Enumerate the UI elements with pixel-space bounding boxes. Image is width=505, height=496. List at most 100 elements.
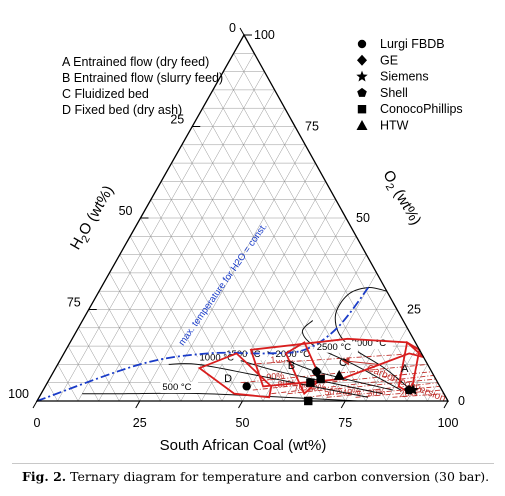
conversion-line bbox=[240, 363, 428, 384]
grid-line-coal bbox=[365, 327, 408, 402]
tick-label-o2: 25 bbox=[407, 303, 421, 317]
isotherm-label-bg bbox=[224, 349, 268, 361]
region-d-label: D bbox=[224, 373, 232, 385]
region-key: A Entrained flow (dry feed) B Entrained f… bbox=[62, 55, 223, 117]
tick-label-o2: 0 bbox=[458, 394, 465, 408]
conversion-label: 50% bbox=[324, 385, 343, 397]
tick-mark-coal bbox=[340, 400, 346, 409]
region-key-item: C Fluidized bed bbox=[62, 87, 149, 101]
tick-label-o2: 75 bbox=[305, 120, 319, 134]
isotherm-label: 2000 °C bbox=[276, 349, 311, 360]
region-key-item: A Entrained flow (dry feed) bbox=[62, 55, 209, 69]
tick-label-coal: 100 bbox=[438, 416, 459, 430]
legend-label: GE bbox=[380, 53, 398, 67]
isotherm-label-bg bbox=[197, 352, 241, 364]
grid-line-h2o bbox=[129, 236, 223, 402]
grid-line-coal bbox=[262, 236, 357, 402]
tick-label-h2o: 0 bbox=[229, 21, 236, 35]
tick-mark-o2 bbox=[392, 302, 398, 310]
isotherm-label: 2500 °C bbox=[317, 342, 352, 353]
conversion-line bbox=[355, 389, 442, 398]
grid-line-h2o bbox=[140, 217, 243, 402]
tick-label-h2o: 25 bbox=[170, 113, 184, 127]
legend-label: Lurgi FBDB bbox=[380, 37, 445, 51]
h2o-axis-title: H2O (wt%) bbox=[67, 183, 120, 255]
region-d-outline bbox=[197, 352, 273, 399]
data-point-diamond bbox=[311, 366, 322, 378]
tick-label-coal: 25 bbox=[133, 416, 147, 430]
legend-marker-star bbox=[356, 70, 368, 82]
grid-line-coal bbox=[57, 53, 255, 402]
legend-label: ConocoPhillips bbox=[380, 102, 463, 116]
tick-label-h2o: 50 bbox=[119, 204, 133, 218]
legend-marker-triangle bbox=[356, 120, 368, 130]
conversion-line bbox=[392, 393, 444, 398]
conversion-line bbox=[246, 352, 418, 365]
isotherm-label-bg bbox=[349, 338, 393, 350]
data-point-triangle bbox=[333, 369, 345, 380]
caption-text: Ternary diagram for temperature and carb… bbox=[66, 469, 490, 484]
data-point-circle bbox=[242, 382, 251, 391]
grid-line-h2o bbox=[192, 126, 346, 402]
isotherm-label-bg bbox=[160, 382, 198, 394]
grid-line-h2o bbox=[98, 291, 161, 402]
isotherm-label-bg bbox=[314, 341, 358, 353]
isotherm-line bbox=[168, 363, 368, 398]
grid-line-h2o bbox=[109, 272, 182, 402]
gasifier-regions: A B C D bbox=[197, 337, 425, 399]
conversion-arrow bbox=[341, 357, 379, 366]
conversion-line bbox=[287, 378, 436, 395]
caption-divider bbox=[12, 463, 494, 464]
grid-lines bbox=[47, 53, 438, 402]
grid-line-h2o bbox=[88, 309, 140, 402]
grid-line-coal bbox=[98, 89, 275, 402]
data-point-square bbox=[304, 396, 313, 406]
data-point-square bbox=[306, 378, 315, 387]
grid-line-h2o bbox=[233, 53, 428, 402]
region-b-outline bbox=[284, 341, 322, 396]
legend-label: HTW bbox=[380, 119, 409, 133]
gasifier-points bbox=[242, 366, 419, 406]
tick-label-h2o: 75 bbox=[67, 296, 81, 310]
legend-label: Siemens bbox=[380, 70, 429, 84]
grid-line-h2o bbox=[67, 345, 99, 402]
legend-label: Shell bbox=[380, 86, 408, 100]
region-c-label: C bbox=[339, 357, 347, 369]
isotherm-label: 1000 °C bbox=[200, 353, 235, 364]
region-c-outline bbox=[249, 337, 425, 388]
legend-marker-square bbox=[357, 105, 367, 114]
isotherm-label: 1500 °C bbox=[226, 349, 261, 360]
tick-mark-coal bbox=[238, 400, 243, 409]
legend-marker-diamond bbox=[357, 54, 367, 66]
grid-line-h2o bbox=[78, 327, 120, 402]
grid-line-h2o bbox=[150, 199, 264, 402]
axis-ticks: 0 25 50 75 100 0 25 50 75 100 0 25 50 75 100 bbox=[8, 21, 465, 430]
data-point-square bbox=[316, 374, 325, 384]
grid-line-h2o bbox=[57, 364, 79, 402]
figure-caption: Fig. 2. Ternary diagram for temperature … bbox=[22, 469, 492, 484]
region-a-label: A bbox=[401, 363, 409, 375]
max-temperature-label: max. temperature for H2O = const. bbox=[177, 221, 270, 347]
x-axis-title: South African Coal (wt%) bbox=[160, 437, 327, 454]
tick-label-coal: 50 bbox=[236, 416, 250, 430]
tick-label-coal: 0 bbox=[34, 416, 41, 430]
isotherm-label: 500 °C bbox=[162, 382, 191, 393]
o2-axis-title-sub: 2 bbox=[383, 181, 396, 192]
tick-mark-coal bbox=[443, 400, 449, 409]
conversion-label: 70% bbox=[293, 381, 312, 393]
grid-line-h2o bbox=[119, 254, 202, 402]
o2-axis-title-rest: (wt%) bbox=[388, 183, 424, 228]
conversion-line bbox=[326, 385, 440, 398]
legend-marker-circle bbox=[357, 39, 367, 49]
region-key-item: D Fixed bed (dry ash) bbox=[62, 103, 182, 117]
max-temperature-line bbox=[36, 286, 370, 402]
conversion-line bbox=[306, 382, 438, 398]
grid-line-coal bbox=[242, 217, 347, 402]
tick-mark-o2 bbox=[290, 119, 296, 127]
o2-axis-title: O2 (wt%) bbox=[377, 167, 424, 229]
tick-label-o2: 50 bbox=[356, 211, 370, 225]
tick-mark-o2 bbox=[239, 27, 245, 36]
caption-fig-label: Fig. 2. bbox=[22, 469, 67, 484]
h2o-axis-title-sub: 2 bbox=[79, 234, 92, 245]
grid-line-coal bbox=[406, 364, 428, 402]
